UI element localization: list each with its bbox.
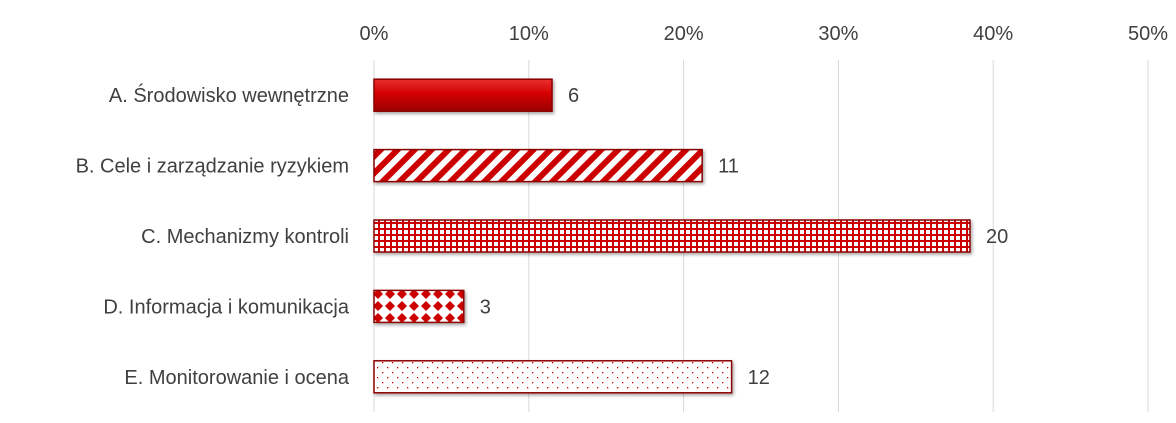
x-tick-label: 40% — [973, 23, 1013, 45]
data-label: 12 — [748, 367, 770, 389]
bar-group: E. Monitorowanie i ocena 12 — [124, 360, 770, 394]
bar — [373, 148, 703, 183]
x-tick-label: 10% — [509, 23, 549, 45]
x-tick-label: 30% — [818, 23, 858, 45]
category-label: B. Cele i zarządzanie ryzykiem — [76, 156, 349, 178]
category-label: C. Mechanizmy kontroli — [141, 226, 349, 248]
bar — [373, 289, 465, 324]
bars: A. Środowisko wewnętrzne 6 B. Cele i zarzą… — [76, 78, 1008, 394]
bar-group: D. Informacja i komunikacja 3 — [103, 289, 491, 324]
bar — [373, 219, 971, 253]
x-axis-ticks: 0% 10% 20% 30% 40% 50% — [360, 23, 1169, 45]
data-label: 11 — [718, 156, 739, 178]
x-tick-label: 0% — [360, 23, 389, 45]
bar-group: A. Środowisko wewnętrzne 6 — [109, 78, 579, 112]
bar — [373, 78, 553, 112]
category-label: A. Środowisko wewnętrzne — [109, 83, 349, 107]
bar — [373, 360, 733, 394]
category-label: D. Informacja i komunikacja — [103, 296, 350, 318]
data-label: 3 — [480, 296, 491, 318]
data-label: 6 — [568, 85, 579, 107]
bar-group: C. Mechanizmy kontroli 20 — [141, 219, 1008, 253]
x-tick-label: 20% — [664, 23, 704, 45]
data-label: 20 — [986, 226, 1008, 248]
bar-group: B. Cele i zarządzanie ryzykiem 11 — [76, 148, 739, 183]
x-tick-label: 50% — [1128, 23, 1168, 45]
category-label: E. Monitorowanie i ocena — [124, 367, 349, 389]
